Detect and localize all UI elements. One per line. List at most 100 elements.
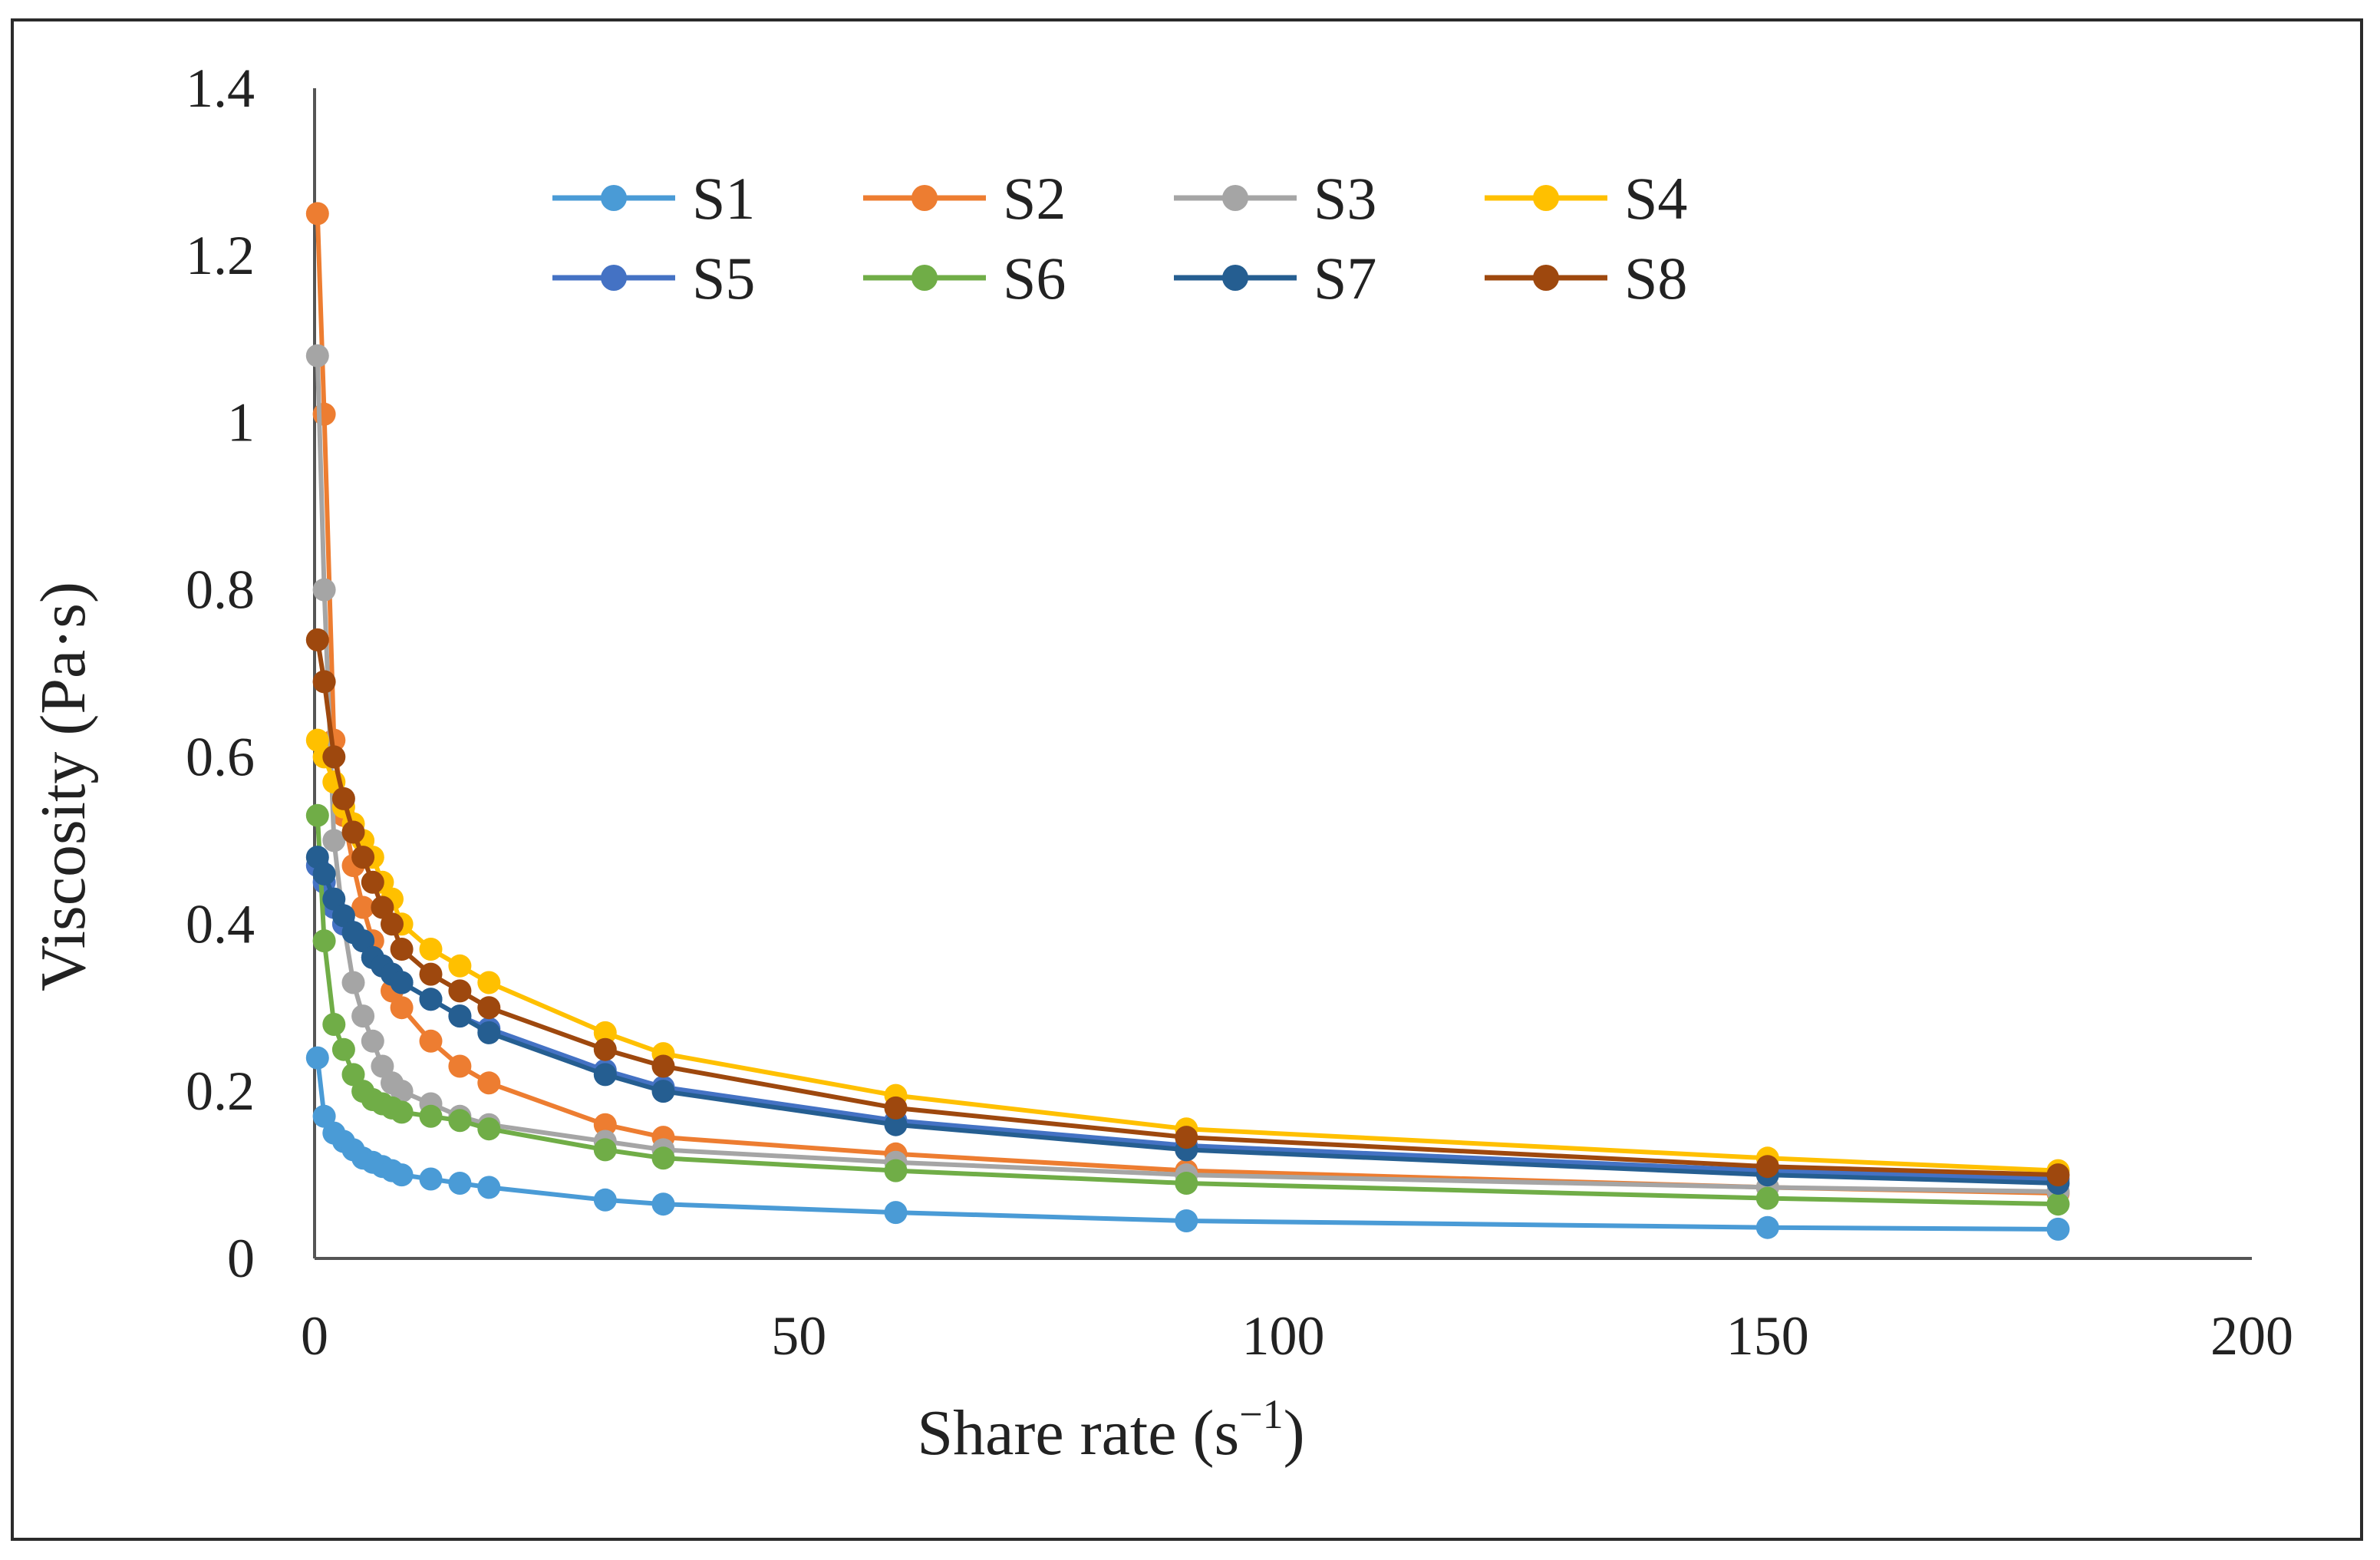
data-point [651, 1080, 675, 1103]
legend-swatch-marker [601, 185, 627, 211]
data-point [1175, 1209, 1198, 1232]
figure-frame [11, 18, 2363, 1541]
legend-swatch-marker [1533, 265, 1559, 291]
data-point [448, 1172, 472, 1195]
legend-swatch-marker [1222, 265, 1248, 291]
data-point [305, 803, 329, 827]
x-tick-label: 100 [1242, 1305, 1325, 1367]
legend-entry-s3: S3 [1174, 165, 1376, 232]
legend-swatch-marker [1222, 185, 1248, 211]
legend-swatch-marker [911, 185, 938, 211]
data-point [305, 1046, 329, 1070]
legend-label: S1 [692, 165, 755, 232]
data-point [390, 996, 414, 1020]
series-layer [305, 202, 2070, 1241]
data-point [1755, 1186, 1779, 1210]
x-tick-label: 150 [1726, 1305, 1809, 1367]
data-point [651, 1146, 675, 1170]
data-point [884, 1159, 908, 1182]
legend-label: S4 [1624, 165, 1687, 232]
data-point [448, 1109, 472, 1133]
data-point [448, 1004, 472, 1028]
legend-entry-s6: S6 [863, 245, 1066, 312]
data-point [351, 895, 375, 919]
data-point [419, 1167, 443, 1191]
series-line-s4 [315, 739, 2059, 1173]
data-point [1175, 1126, 1198, 1149]
data-point [331, 787, 355, 810]
data-point [351, 1004, 375, 1028]
series-line-s2 [315, 213, 2059, 1196]
data-point [351, 929, 375, 953]
data-point [419, 1029, 443, 1053]
data-point [2046, 1163, 2070, 1187]
x-tick-label: 200 [2210, 1305, 2293, 1367]
data-point [448, 979, 472, 1003]
y-axis-title: Viscosity (Pa·s) [28, 582, 99, 991]
data-point [884, 1113, 908, 1136]
legend-swatch-marker [911, 265, 938, 291]
data-point [593, 1188, 617, 1212]
data-point [593, 1138, 617, 1162]
data-point [322, 745, 346, 769]
x-axis-title-text: Share rate (s [917, 1397, 1239, 1469]
data-point [390, 1080, 414, 1103]
data-point [341, 820, 365, 844]
series-s1 [305, 1046, 2070, 1241]
legend-swatch-marker [601, 265, 627, 291]
y-tick-label: 1 [227, 392, 255, 453]
data-point [305, 202, 329, 226]
legend-label: S3 [1314, 165, 1376, 232]
data-point [884, 1096, 908, 1120]
data-point [341, 971, 365, 994]
data-point [312, 402, 336, 426]
y-tick-label: 0.4 [186, 893, 255, 955]
legend-swatch-marker [1533, 185, 1559, 211]
series-s6 [305, 803, 2070, 1216]
data-point [322, 1013, 346, 1036]
data-point [322, 887, 346, 911]
data-point [361, 1029, 384, 1053]
data-point [305, 344, 329, 368]
data-point [2046, 1217, 2070, 1241]
x-tick-label: 50 [771, 1305, 826, 1367]
data-point [331, 1037, 355, 1061]
data-point [312, 1104, 336, 1128]
series-s8 [305, 628, 2070, 1187]
data-point [390, 938, 414, 961]
data-point [651, 1054, 675, 1078]
data-point [477, 1071, 501, 1095]
y-tick-label: 0.6 [186, 726, 255, 787]
data-point [477, 1117, 501, 1141]
y-tick-label: 1.4 [186, 58, 255, 119]
data-point [477, 1021, 501, 1044]
data-point [305, 628, 329, 651]
legend-label: S2 [1003, 165, 1066, 232]
data-point [312, 862, 336, 886]
data-point [419, 938, 443, 961]
data-point [477, 971, 501, 994]
x-axis-title-suffix: ) [1284, 1397, 1305, 1469]
data-point [390, 1163, 414, 1187]
legend-label: S6 [1003, 245, 1066, 312]
series-s2 [305, 202, 2070, 1205]
series-line-s8 [315, 639, 2059, 1178]
legend-label: S8 [1624, 245, 1687, 312]
x-axis-title: Share rate (s−1) [917, 1391, 1304, 1469]
legend-entry-s8: S8 [1485, 245, 1687, 312]
legend-entry-s4: S4 [1485, 165, 1687, 232]
data-point [419, 1104, 443, 1128]
data-point [448, 1054, 472, 1078]
data-point [1755, 1155, 1779, 1179]
data-point [361, 870, 384, 894]
data-point [351, 846, 375, 869]
data-point [477, 996, 501, 1020]
legend-entry-s5: S5 [552, 245, 755, 312]
legend-label: S7 [1314, 245, 1376, 312]
data-point [419, 988, 443, 1011]
legend-entry-s7: S7 [1174, 245, 1376, 312]
legend-entry-s1: S1 [552, 165, 755, 232]
legend-entry-s2: S2 [863, 165, 1066, 232]
x-axis-title-superscript: −1 [1239, 1391, 1283, 1437]
